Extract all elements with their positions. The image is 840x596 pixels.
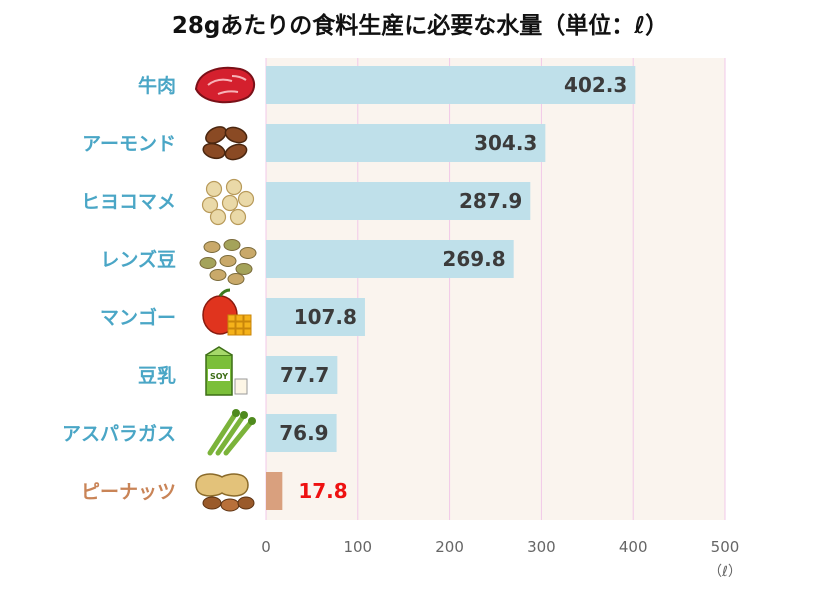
x-tick-label: 100 xyxy=(343,538,372,556)
svg-text:SOY: SOY xyxy=(210,372,228,381)
data-label: 402.3 xyxy=(564,73,627,97)
data-label: 77.7 xyxy=(280,363,329,387)
category-label: アスパラガス xyxy=(62,423,176,445)
bar xyxy=(266,182,531,220)
data-label: 76.9 xyxy=(279,421,328,445)
beef-icon xyxy=(194,66,256,104)
bar xyxy=(266,472,283,510)
bar xyxy=(266,240,514,278)
category-label: 牛肉 xyxy=(138,74,176,97)
x-tick-label: 0 xyxy=(261,538,271,556)
category-label: ピーナッツ xyxy=(81,481,176,503)
mango-icon xyxy=(202,288,252,336)
peanut-icon xyxy=(195,473,255,512)
category-label: 豆乳 xyxy=(138,364,176,387)
data-label: 304.3 xyxy=(474,131,537,155)
data-label: 107.8 xyxy=(294,305,357,329)
category-label: マンゴー xyxy=(100,306,176,329)
bar xyxy=(266,414,337,452)
bar xyxy=(266,298,365,336)
soy-milk-icon: SOY xyxy=(205,346,248,396)
x-tick-label: 400 xyxy=(619,538,648,556)
bar xyxy=(266,124,546,162)
x-tick-label: 500 xyxy=(711,538,740,556)
x-axis-label: （ℓ） xyxy=(708,564,742,580)
chart-title: 28gあたりの食料生産に必要な水量（単位：ℓ） xyxy=(171,13,669,39)
bar xyxy=(266,66,636,104)
almond-icon xyxy=(202,126,248,161)
data-label: 269.8 xyxy=(442,247,505,271)
x-tick-label: 200 xyxy=(435,538,464,556)
lentil-icon xyxy=(199,239,257,285)
asparagus-icon xyxy=(207,409,256,456)
category-label: アーモンド xyxy=(82,133,176,155)
x-tick-label: 300 xyxy=(527,538,556,556)
data-label: 17.8 xyxy=(298,479,347,503)
bar xyxy=(266,356,338,394)
chickpea-icon xyxy=(201,178,255,226)
category-label: ヒヨコマメ xyxy=(81,191,176,213)
data-label: 287.9 xyxy=(459,189,522,213)
category-label: レンズ豆 xyxy=(100,248,176,271)
